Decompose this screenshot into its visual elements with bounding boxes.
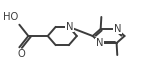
Text: HO: HO [3, 12, 18, 22]
Text: N: N [96, 38, 103, 48]
Text: O: O [18, 49, 25, 59]
Text: N: N [66, 22, 73, 32]
Text: N: N [114, 24, 121, 34]
